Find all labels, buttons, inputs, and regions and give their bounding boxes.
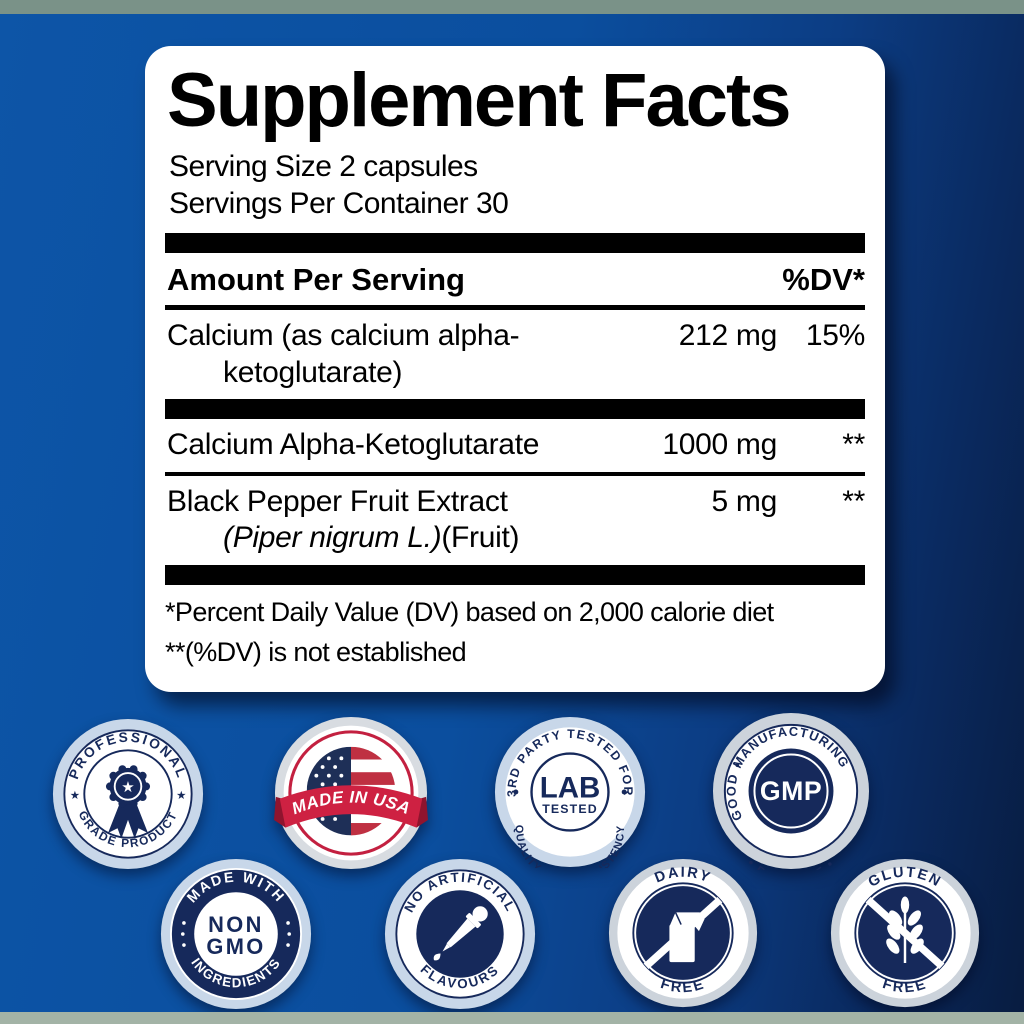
row-divider [165,471,865,476]
milk-carton-icon [669,912,705,963]
header-divider [165,305,865,311]
badge-no-artificial-flavours: NO ARTIFICIAL FLAVOURS [384,858,536,1015]
made-in-usa-ribbon: MADE IN USA [274,785,428,828]
badge-lab-tested: 3RD PARTY TESTED FOR QUALITY AND CONSIST… [494,716,646,886]
plant-part: (Fruit) [441,521,520,555]
nutrient-row-calcium: Calcium (as calcium alpha- ketoglutarate… [165,310,865,399]
thick-divider [165,565,865,586]
lab-center-text: LAB [540,772,601,805]
badge-gmp: GOOD • MANUFACTURING • PRACTICE • GMP [712,712,870,889]
facts-header-row: Amount Per Serving %DV* [165,253,865,305]
bottom-strip [0,1012,1024,1024]
svg-text:FREE: FREE [881,976,930,996]
nutrient-name: Calcium (as calcium alpha- ketoglutarate… [167,319,520,389]
nutrient-row-black-pepper: Black Pepper Fruit Extract (Piper nigrum… [165,476,865,565]
nutrient-amount: 1000 mg [662,428,777,462]
footnote-not-established: **(%DV) is not established [165,636,467,667]
svg-text:FREE: FREE [659,976,708,996]
footnote-dv: *Percent Daily Value (DV) based on 2,000… [165,597,774,628]
nutrient-amount: 5 mg [711,484,778,518]
nutrient-dv: 15% [805,319,865,353]
gmo-center-text: GMO [206,934,265,959]
dv-header: %DV* [782,262,865,298]
non-center-text: NON [208,912,264,937]
nutrient-row-cakg: Calcium Alpha-Ketoglutarate 1000 mg ** [165,419,865,472]
left-star-icon: ★ [70,790,80,802]
badge-arc-left: GOOD • [724,758,744,823]
thick-divider [165,233,865,254]
right-star-icon: ★ [176,790,186,802]
nutrient-amount: 212 mg [678,319,778,353]
botanical-name: (Piper nigrum L.) [223,521,442,555]
nutrient-dv: ** [842,484,865,518]
svg-text:DAIRY: DAIRY [653,865,714,887]
serving-size: Serving Size 2 capsules [169,149,478,183]
badge-made-in-usa: MADE IN USA [274,716,428,875]
dropper-icon [433,906,488,961]
badge-dairy-free: DAIRY FREE [608,858,758,1013]
gmp-center-text: GMP [760,776,822,806]
nutrient-dv: ** [842,428,865,462]
badge-arc-top: DAIRY [653,865,712,887]
thick-divider [165,399,865,420]
nutrient-name: Calcium Alpha-Ketoglutarate [167,428,540,462]
tested-center-text: TESTED [542,802,598,816]
panel-title: Supplement Facts [167,58,792,143]
badge-non-gmo: MADE WITH INGREDIENTS NON GMO [160,858,312,1015]
badge-arc-bottom: FREE [881,976,928,996]
badge-arc-bottom: FREE [659,976,706,996]
center-star-icon: ★ [121,779,135,796]
servings-per-container: Servings Per Container 30 [169,187,509,221]
top-strip [0,0,1024,14]
svg-text:GOOD •: GOOD • [724,758,746,823]
nutrient-name: Black Pepper Fruit Extract (Piper nigrum… [167,484,520,555]
no-slash [865,896,945,970]
supplement-facts-panel: Supplement Facts Serving Size 2 capsules… [145,46,885,692]
badge-gluten-free: GLUTEN FREE [830,858,980,1013]
badge-professional-grade: PROFESSIONAL GRADE PRODUCT ★ ★ ★ [52,718,204,875]
separator-dots [180,921,292,947]
wheat-icon [886,896,924,963]
amount-per-serving-header: Amount Per Serving [167,262,465,298]
award-ribbon-icon: ★ [105,765,151,839]
